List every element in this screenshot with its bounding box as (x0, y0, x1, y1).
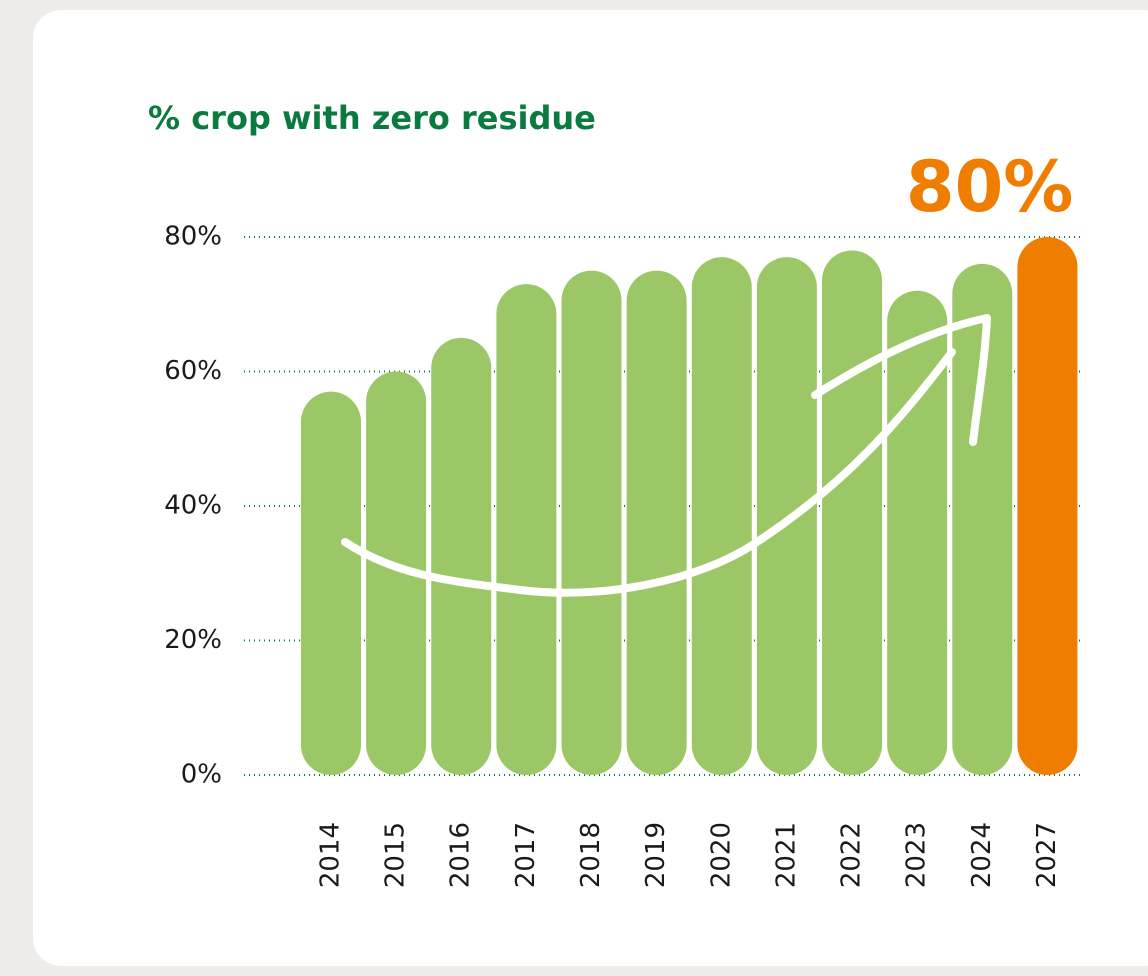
x-tick-label: 2018 (576, 822, 606, 888)
bar (952, 263, 1013, 775)
bar (822, 250, 883, 775)
x-tick-label: 2019 (641, 822, 671, 888)
y-tick-label: 40% (164, 491, 222, 521)
x-tick-label: 2021 (771, 822, 801, 888)
bar (431, 337, 492, 775)
y-tick-label: 20% (164, 625, 222, 655)
bar (1017, 237, 1078, 775)
y-tick-label: 80% (164, 222, 222, 252)
grid: 0% 20% 40% 60% 80% 2014 2015 2016 2017 2018 2019 20… (164, 222, 1080, 888)
x-tick-label: 2016 (446, 822, 476, 888)
bar (496, 284, 557, 775)
x-tick-label: 2023 (902, 822, 932, 888)
x-tick-label: 2017 (511, 822, 541, 888)
x-tick-label: 2015 (381, 822, 411, 888)
x-tick-label: 2020 (706, 822, 736, 888)
chart-title: % crop with zero residue (148, 99, 596, 137)
bar (691, 257, 752, 775)
y-tick-label: 60% (164, 356, 222, 386)
y-tick-label: 0% (181, 760, 222, 790)
x-tick-label: 2024 (967, 822, 997, 888)
bar (756, 257, 817, 775)
highlight-label: 80% (906, 146, 1074, 228)
bar (300, 391, 361, 775)
bar (366, 371, 427, 775)
trend-arrow (341, 314, 991, 597)
bar (626, 270, 687, 775)
x-tick-label: 2014 (315, 822, 345, 888)
bar (561, 270, 622, 775)
x-tick-label: 2022 (837, 822, 867, 888)
x-tick-label: 2027 (1032, 822, 1062, 888)
